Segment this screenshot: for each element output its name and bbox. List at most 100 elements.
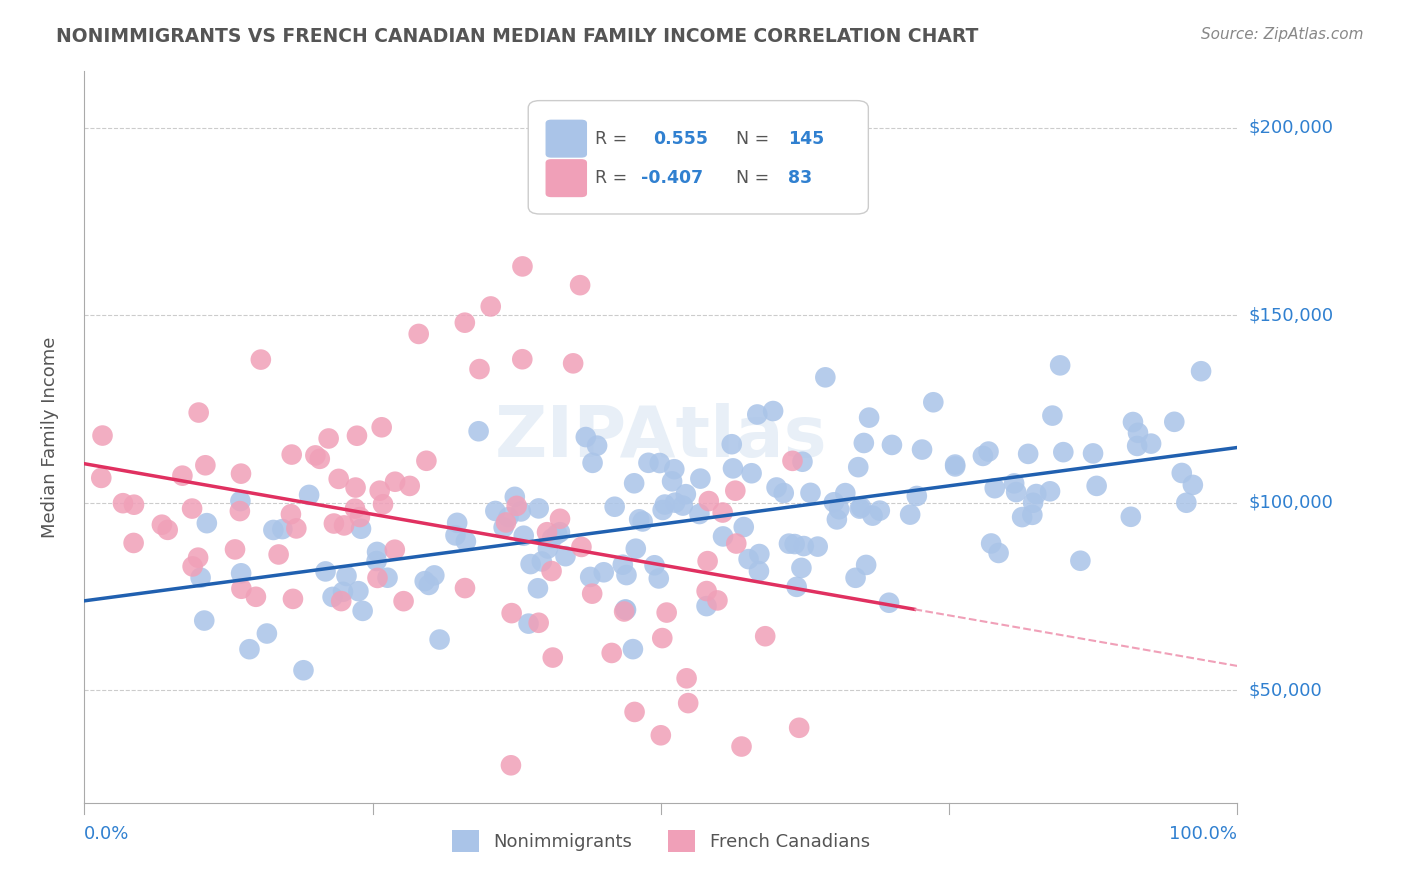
French Canadians xyxy=(454,316,477,330)
Nonimmigrants xyxy=(509,504,531,518)
French Canadians xyxy=(479,300,502,314)
French Canadians xyxy=(231,582,253,596)
Nonimmigrants xyxy=(616,568,638,582)
French Canadians xyxy=(280,448,302,462)
French Canadians xyxy=(787,721,810,735)
French Canadians xyxy=(384,475,406,489)
French Canadians xyxy=(194,458,217,473)
French Canadians xyxy=(527,615,550,630)
Nonimmigrants xyxy=(733,520,755,534)
Nonimmigrants xyxy=(446,516,468,530)
Nonimmigrants xyxy=(845,571,868,585)
Nonimmigrants xyxy=(911,442,934,457)
French Canadians xyxy=(499,758,522,772)
Nonimmigrants xyxy=(1119,509,1142,524)
French Canadians xyxy=(696,554,718,568)
Nonimmigrants xyxy=(492,520,515,534)
Nonimmigrants xyxy=(825,512,848,526)
French Canadians xyxy=(308,451,330,466)
French Canadians xyxy=(187,550,209,565)
French Canadians xyxy=(600,646,623,660)
Nonimmigrants xyxy=(807,540,830,554)
Nonimmigrants xyxy=(790,561,813,575)
Text: N =: N = xyxy=(735,129,769,148)
Nonimmigrants xyxy=(423,568,446,582)
Nonimmigrants xyxy=(741,467,763,481)
Text: R =: R = xyxy=(595,129,627,148)
French Canadians xyxy=(304,449,326,463)
Nonimmigrants xyxy=(548,525,571,540)
French Canadians xyxy=(229,504,252,518)
Nonimmigrants xyxy=(624,541,647,556)
Text: 0.555: 0.555 xyxy=(652,129,707,148)
Nonimmigrants xyxy=(799,486,821,500)
Nonimmigrants xyxy=(614,602,637,616)
Nonimmigrants xyxy=(648,456,671,470)
French Canadians xyxy=(285,521,308,535)
Nonimmigrants xyxy=(614,603,637,617)
Nonimmigrants xyxy=(858,410,880,425)
Nonimmigrants xyxy=(519,557,541,571)
Nonimmigrants xyxy=(429,632,451,647)
Nonimmigrants xyxy=(350,522,373,536)
French Canadians xyxy=(392,594,415,608)
Text: R =: R = xyxy=(595,169,627,187)
Nonimmigrants xyxy=(546,527,568,541)
Nonimmigrants xyxy=(1140,436,1163,450)
Nonimmigrants xyxy=(190,571,212,585)
French Canadians xyxy=(150,517,173,532)
French Canadians xyxy=(613,605,636,619)
French Canadians xyxy=(706,593,728,607)
Nonimmigrants xyxy=(977,444,1000,458)
Nonimmigrants xyxy=(238,642,260,657)
Nonimmigrants xyxy=(1005,485,1028,500)
Text: Source: ZipAtlas.com: Source: ZipAtlas.com xyxy=(1201,27,1364,42)
French Canadians xyxy=(730,739,752,754)
Nonimmigrants xyxy=(792,455,814,469)
French Canadians xyxy=(581,587,603,601)
Nonimmigrants xyxy=(762,404,785,418)
French Canadians xyxy=(505,499,527,513)
Nonimmigrants xyxy=(852,436,875,450)
French Canadians xyxy=(181,559,204,574)
Nonimmigrants xyxy=(987,546,1010,560)
French Canadians xyxy=(696,584,718,599)
French Canadians xyxy=(250,352,273,367)
Nonimmigrants xyxy=(772,486,794,500)
Nonimmigrants xyxy=(747,408,769,422)
French Canadians xyxy=(229,467,252,481)
Nonimmigrants xyxy=(503,490,526,504)
Nonimmigrants xyxy=(664,462,686,476)
French Canadians xyxy=(366,571,388,585)
French Canadians xyxy=(122,498,145,512)
Nonimmigrants xyxy=(748,564,770,578)
French Canadians xyxy=(333,518,356,533)
Nonimmigrants xyxy=(943,459,966,474)
Nonimmigrants xyxy=(366,554,388,568)
Nonimmigrants xyxy=(814,370,837,384)
French Canadians xyxy=(468,362,491,376)
Nonimmigrants xyxy=(823,495,845,509)
French Canadians xyxy=(655,606,678,620)
Nonimmigrants xyxy=(689,472,711,486)
Nonimmigrants xyxy=(612,558,634,572)
French Canadians xyxy=(384,542,406,557)
Nonimmigrants xyxy=(467,424,489,438)
Nonimmigrants xyxy=(846,460,869,475)
Nonimmigrants xyxy=(579,570,602,584)
Text: $200,000: $200,000 xyxy=(1249,119,1333,136)
Nonimmigrants xyxy=(1081,446,1104,460)
Text: 83: 83 xyxy=(787,169,811,187)
Nonimmigrants xyxy=(1021,508,1043,522)
Nonimmigrants xyxy=(603,500,626,514)
Nonimmigrants xyxy=(335,569,357,583)
French Canadians xyxy=(267,548,290,562)
Text: 100.0%: 100.0% xyxy=(1170,825,1237,843)
FancyBboxPatch shape xyxy=(546,159,588,197)
Nonimmigrants xyxy=(444,528,467,542)
Nonimmigrants xyxy=(877,596,900,610)
Text: 0.0%: 0.0% xyxy=(84,825,129,843)
Nonimmigrants xyxy=(943,458,966,472)
French Canadians xyxy=(346,428,368,442)
Nonimmigrants xyxy=(711,529,734,543)
